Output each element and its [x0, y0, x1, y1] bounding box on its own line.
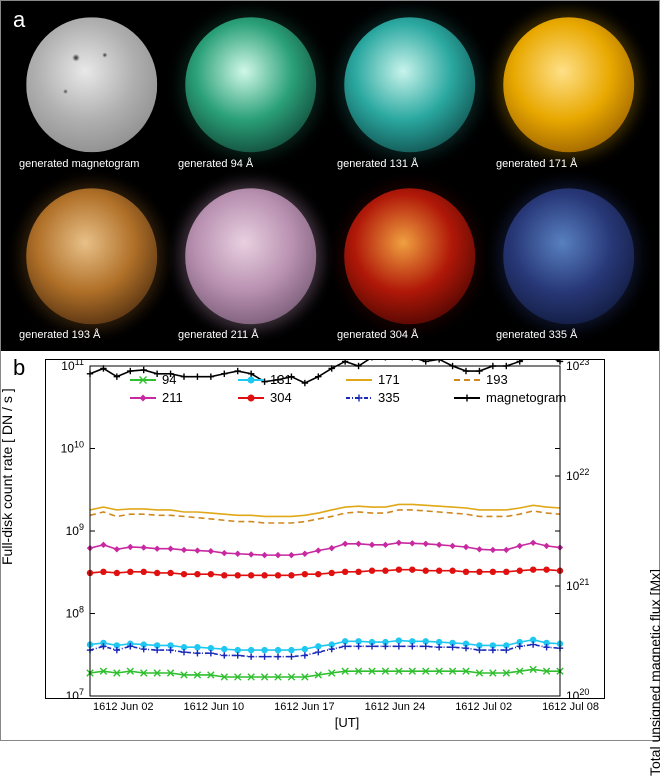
- x-ticks: 1612 Jun 02 1612 Jun 10 1612 Jun 17 1612 Ju…: [89, 699, 603, 713]
- sun-caption: generated 94 Å: [178, 158, 253, 170]
- svg-text:94: 94: [162, 372, 176, 387]
- sun-disk: [185, 17, 317, 152]
- line-chart: 107 108 109 1010 1011 1020 1021 1022 1023 94 131 17…: [45, 359, 605, 699]
- svg-text:109: 109: [66, 522, 84, 538]
- svg-text:108: 108: [66, 605, 84, 621]
- sun-cell: generated 131 Å: [333, 9, 486, 174]
- sun-disk: [26, 188, 158, 323]
- sun-cell: generated 94 Å: [174, 9, 327, 174]
- svg-text:1020: 1020: [566, 687, 589, 699]
- svg-text:1022: 1022: [566, 467, 589, 483]
- sun-disk: [344, 188, 476, 323]
- sun-disk: [503, 17, 635, 152]
- sun-caption: generated 171 Å: [496, 158, 577, 170]
- sun-caption: generated 193 Å: [19, 329, 100, 341]
- x-tick-label: 1612 Jun 17: [274, 701, 335, 713]
- sun-cell: generated 211 Å: [174, 180, 327, 345]
- sun-cell: generated 193 Å: [15, 180, 168, 345]
- sun-caption: generated 304 Å: [337, 329, 418, 341]
- svg-text:211: 211: [162, 390, 183, 405]
- svg-text:magnetogram: magnetogram: [486, 390, 566, 405]
- panel-b-label: b: [13, 355, 25, 381]
- svg-text:335: 335: [378, 390, 400, 405]
- svg-text:131: 131: [270, 372, 292, 387]
- svg-text:193: 193: [486, 372, 508, 387]
- sun-caption: generated 131 Å: [337, 158, 418, 170]
- sun-cell: generated magnetogram: [15, 9, 168, 174]
- x-tick-label: 1612 Jun 24: [365, 701, 426, 713]
- svg-text:1010: 1010: [61, 440, 84, 456]
- sun-disk: [344, 17, 476, 152]
- sun-disk: [26, 17, 158, 152]
- x-tick-label: 1612 Jun 02: [93, 701, 154, 713]
- svg-text:304: 304: [270, 390, 292, 405]
- sun-disk: [185, 188, 317, 323]
- chart: 107 108 109 1010 1011 1020 1021 1022 1023 94 131 17…: [45, 359, 649, 730]
- svg-text:107: 107: [66, 687, 84, 699]
- svg-text:1023: 1023: [566, 359, 589, 373]
- x-tick-label: 1612 Jul 02: [455, 701, 512, 713]
- x-tick-label: 1612 Jun 10: [184, 701, 245, 713]
- x-axis-label: [UT]: [45, 715, 649, 730]
- y-axis-left-label: Full-disk count rate [ DN / s ]: [0, 389, 15, 566]
- sun-cell: generated 171 Å: [492, 9, 645, 174]
- panel-b: b Full-disk count rate [ DN / s ] Total …: [1, 351, 659, 740]
- sun-grid: generated magnetogram generated 94 Å gener…: [15, 9, 645, 345]
- sun-caption: generated magnetogram: [19, 158, 139, 170]
- x-tick-label: 1612 Jul 08: [542, 701, 599, 713]
- svg-text:1021: 1021: [566, 577, 589, 593]
- svg-text:171: 171: [378, 372, 400, 387]
- sun-disk: [503, 188, 635, 323]
- sun-caption: generated 211 Å: [178, 329, 259, 341]
- sun-cell: generated 304 Å: [333, 180, 486, 345]
- panel-a: a generated magnetogramgenerated 94 Ågen…: [1, 1, 659, 351]
- svg-text:1011: 1011: [61, 359, 84, 373]
- sun-caption: generated 335 Å: [496, 329, 577, 341]
- figure: a generated magnetogramgenerated 94 Ågen…: [0, 0, 660, 741]
- sun-cell: generated 335 Å: [492, 180, 645, 345]
- y-axis-right-label: Total unsigned magnetic flux [Mx]: [647, 569, 660, 776]
